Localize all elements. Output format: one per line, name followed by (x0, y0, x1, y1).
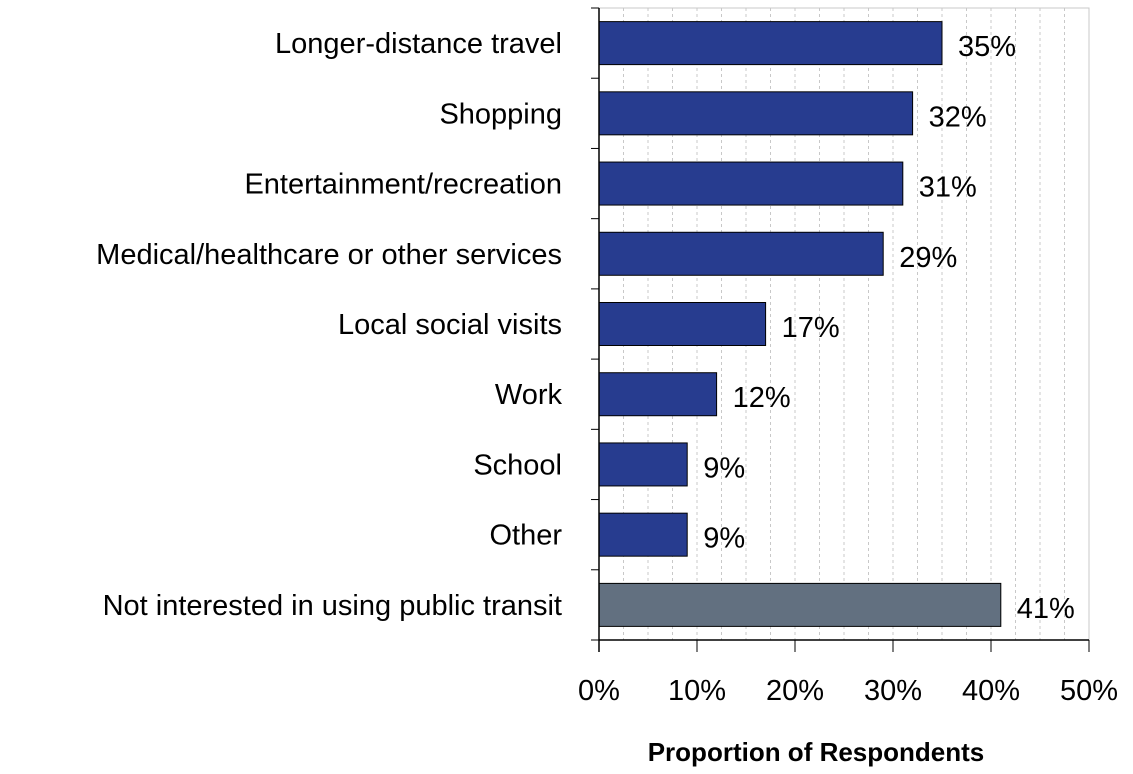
x-axis-title: Proportion of Respondents (648, 737, 985, 767)
x-tick-label: 40% (962, 675, 1020, 707)
x-tick-label: 30% (864, 675, 922, 707)
data-label: 31% (919, 172, 977, 204)
data-label: 32% (929, 101, 987, 133)
labels: Longer-distance travel 35% Shopping 32% Ente… (96, 28, 1118, 707)
bar (598, 21, 943, 66)
bar (598, 442, 688, 487)
data-label: 9% (703, 452, 745, 484)
bar (598, 582, 1002, 627)
category-label: Local social visits (338, 309, 562, 341)
data-label: 9% (703, 523, 745, 555)
category-label: Other (489, 520, 562, 552)
bar (598, 161, 904, 206)
bars (598, 21, 1002, 627)
category-label: Entertainment/recreation (244, 169, 562, 201)
data-label: 12% (733, 382, 791, 414)
category-label: School (473, 449, 562, 481)
data-label: 35% (958, 31, 1016, 63)
x-tick-label: 50% (1060, 675, 1118, 707)
bar (598, 512, 688, 557)
category-label: Shopping (439, 98, 562, 130)
data-label: 17% (782, 312, 840, 344)
bar (598, 231, 884, 276)
bar (598, 372, 718, 417)
bar (598, 302, 767, 346)
data-label: 41% (1017, 593, 1075, 625)
x-tick-label: 10% (668, 675, 726, 707)
x-tick-label: 0% (578, 675, 620, 707)
category-label: Medical/healthcare or other services (96, 239, 562, 271)
category-label: Longer-distance travel (275, 28, 562, 60)
data-label: 29% (899, 242, 957, 274)
category-label: Not interested in using public transit (103, 590, 562, 622)
axes (591, 7, 1090, 652)
bar (598, 91, 914, 136)
x-tick-label: 20% (766, 675, 824, 707)
category-label: Work (495, 379, 563, 411)
